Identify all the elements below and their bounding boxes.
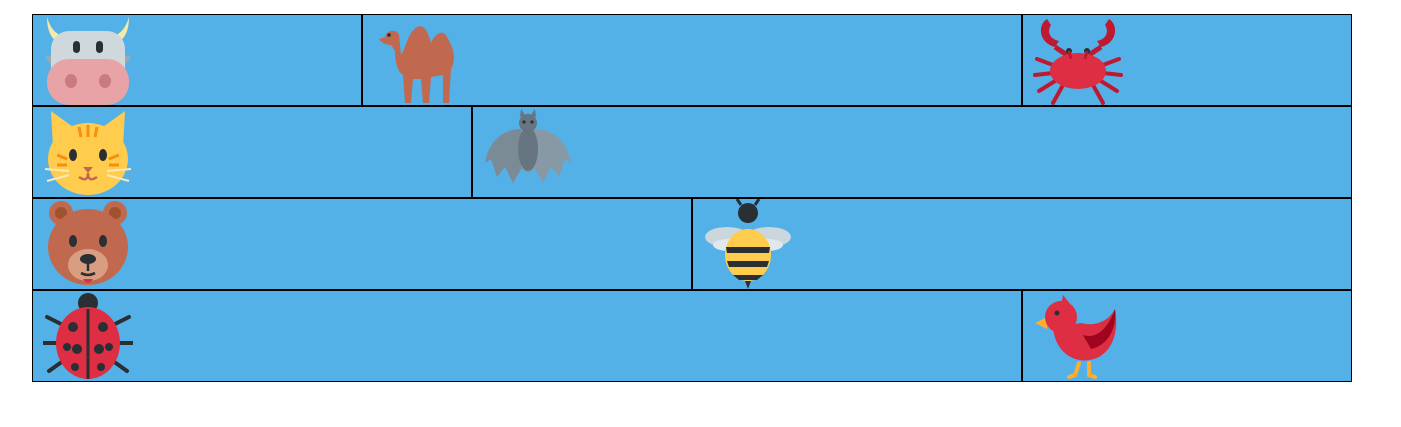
ladybug-icon: [43, 291, 133, 381]
red-bird-icon: [1033, 291, 1123, 381]
row-divider: [33, 105, 1351, 107]
crab-icon: [1033, 15, 1123, 105]
grid-cell-bird: [1023, 291, 1351, 381]
cell-divider: [1021, 290, 1023, 382]
bee-icon: [703, 199, 793, 289]
grid-cell-bee: [693, 199, 1351, 289]
row-divider: [33, 289, 1351, 291]
bear-face-icon: [43, 199, 133, 289]
bat-icon: [483, 107, 573, 197]
grid-cell-cat: [33, 107, 471, 197]
camel-icon: [373, 15, 463, 105]
cow-face-icon: [43, 15, 133, 105]
cell-divider: [471, 106, 473, 198]
grid-cell-crab: [1023, 15, 1351, 105]
cell-divider: [361, 15, 363, 106]
grid-cell-camel: [363, 15, 1021, 105]
grid-cell-bat: [473, 107, 1351, 197]
cell-divider: [691, 198, 693, 290]
grid-cell-bear: [33, 199, 691, 289]
animal-grid: [32, 14, 1352, 382]
grid-cell-cow: [33, 15, 361, 105]
cell-divider: [1021, 15, 1023, 106]
cat-face-icon: [43, 107, 133, 197]
grid-cell-ladybug: [33, 291, 1021, 381]
